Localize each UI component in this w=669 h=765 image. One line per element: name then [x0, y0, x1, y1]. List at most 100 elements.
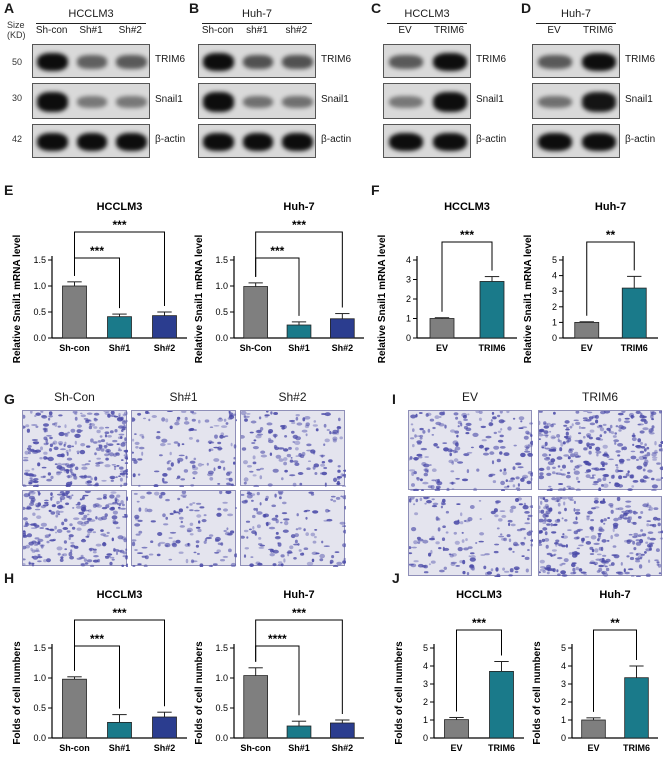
- y-tick-label: 0: [423, 733, 428, 743]
- blot-cell-line: HCCLM3: [68, 8, 114, 20]
- significance-bracket: [441, 241, 493, 312]
- significance-label: ***: [112, 218, 126, 232]
- significance-bracket: [593, 629, 637, 712]
- x-tick-label: EV: [587, 743, 599, 753]
- blot-band: [432, 132, 468, 152]
- chart-title: Huh-7: [283, 589, 314, 601]
- blot-band: [37, 52, 68, 72]
- size-kd-snail1: 30: [12, 93, 23, 103]
- y-tick-label: 1.0: [215, 673, 228, 683]
- bar-chart-h-huh7: Huh-7 Folds of cell numbers 0.0 0.5 1.0 1.5 Sh…: [194, 589, 364, 753]
- y-tick-label: 4: [552, 271, 557, 281]
- y-tick-label: 3: [423, 679, 428, 689]
- blot-header-line: [202, 23, 312, 24]
- blot-band: [242, 95, 274, 109]
- blot-strip: [32, 44, 150, 78]
- blot-strip: [198, 44, 316, 78]
- bar: [330, 318, 355, 339]
- significance-bracket: [255, 619, 343, 714]
- x-tick-label: TRIM6: [623, 743, 650, 753]
- stained-cells: [536, 495, 666, 579]
- blot-band: [537, 132, 573, 152]
- x-tick-label: Sh#1: [288, 343, 310, 353]
- blot-lane-label: EV: [547, 25, 561, 36]
- y-tick-label: 2: [552, 302, 557, 312]
- y-tick-label: 0.0: [215, 333, 228, 343]
- blot-strip: [383, 83, 471, 119]
- blot-protein-label: Snail1: [155, 94, 183, 105]
- significance-label: ***: [292, 218, 306, 232]
- y-tick-label: 1: [423, 715, 428, 725]
- significance-label: **: [610, 616, 620, 630]
- bar: [62, 285, 87, 339]
- blot-band: [281, 95, 313, 109]
- blot-strip: [532, 83, 620, 119]
- blot-strip: [383, 124, 471, 158]
- invasion-column-label: Sh-Con: [54, 390, 95, 404]
- blot-protein-label: TRIM6: [476, 54, 506, 65]
- stained-cells: [408, 409, 536, 493]
- x-tick-label: Sh-Con: [240, 343, 272, 353]
- blot-header-line: [36, 23, 146, 24]
- significance-label: ***: [112, 606, 126, 620]
- blot-band: [115, 132, 147, 152]
- blot-strip: [532, 44, 620, 78]
- chart-title: HCCLM3: [97, 589, 143, 601]
- blot-strip: [32, 83, 150, 119]
- y-axis-label: Folds of cell numbers: [12, 641, 23, 745]
- panel-label-c: C: [371, 0, 382, 16]
- y-tick-label: 0: [406, 333, 411, 343]
- blot-band: [76, 95, 108, 109]
- significance-label: ***: [90, 632, 104, 646]
- blot-cell-line: Huh-7: [242, 8, 272, 20]
- bar: [243, 286, 268, 339]
- significance-label: ****: [268, 632, 287, 646]
- stained-cells: [130, 490, 238, 569]
- x-tick-label: TRIM6: [621, 343, 648, 353]
- bar-chart-j-hccml3: HCCLM3 Folds of cell numbers 0 1 2 3 4 5 EV TRIM6…: [394, 589, 524, 753]
- bar: [243, 675, 268, 739]
- panel-label-e: E: [4, 182, 14, 198]
- x-tick-label: Sh-con: [59, 743, 90, 753]
- x-tick-label: Sh#1: [288, 743, 310, 753]
- blot-band: [281, 132, 313, 152]
- invasion-column-label: Sh#2: [278, 390, 307, 404]
- y-axis-label: Relative Snail1 mRNA level: [194, 234, 205, 363]
- blot-cell-line: Huh-7: [561, 8, 591, 20]
- blot-protein-label: Snail1: [625, 94, 653, 105]
- blot-protein-label: β-actin: [155, 134, 186, 145]
- blot-band: [203, 132, 234, 152]
- stained-cells: [20, 489, 130, 568]
- significance-bracket: [456, 629, 502, 712]
- blot-band: [388, 55, 424, 69]
- y-axis-label: Folds of cell numbers: [532, 641, 543, 745]
- blot-lane-label: sh#1: [246, 25, 268, 36]
- panel-label-b: B: [189, 0, 200, 16]
- blot-strip: [32, 124, 150, 158]
- bar-chart-f-hccml3: HCCLM3 Relative Snail1 mRNA level 0 1 2 3 4 EV T…: [377, 201, 517, 363]
- blot-band: [581, 92, 617, 112]
- y-tick-label: 3: [552, 286, 557, 296]
- bar-chart-h-hccml3: HCCLM3 Folds of cell numbers 0.0 0.5 1.0 1.5 S…: [12, 589, 187, 753]
- invasion-column-label: EV: [461, 390, 478, 404]
- bar: [621, 287, 647, 339]
- blot-lane-label: TRIM6: [583, 25, 613, 36]
- blot-band: [537, 55, 573, 69]
- blot-band: [203, 92, 234, 112]
- y-tick-label: 2: [561, 697, 566, 707]
- x-tick-label: Sh#2: [332, 343, 354, 353]
- blot-protein-label: β-actin: [321, 134, 352, 145]
- blot-protein-label: TRIM6: [321, 54, 351, 65]
- stained-cells: [129, 410, 239, 489]
- x-tick-label: EV: [436, 343, 448, 353]
- y-tick-label: 0.5: [33, 703, 46, 713]
- stained-cells: [20, 409, 131, 489]
- significance-label: ***: [292, 606, 306, 620]
- y-axis-label: Folds of cell numbers: [394, 641, 405, 745]
- invasion-column-label: TRIM6: [582, 390, 618, 404]
- x-tick-label: EV: [581, 343, 593, 353]
- panel-label-j: J: [392, 570, 400, 586]
- blot-protein-label: Snail1: [321, 94, 349, 105]
- invasion-micrograph: [238, 410, 349, 489]
- y-tick-label: 0.0: [33, 333, 46, 343]
